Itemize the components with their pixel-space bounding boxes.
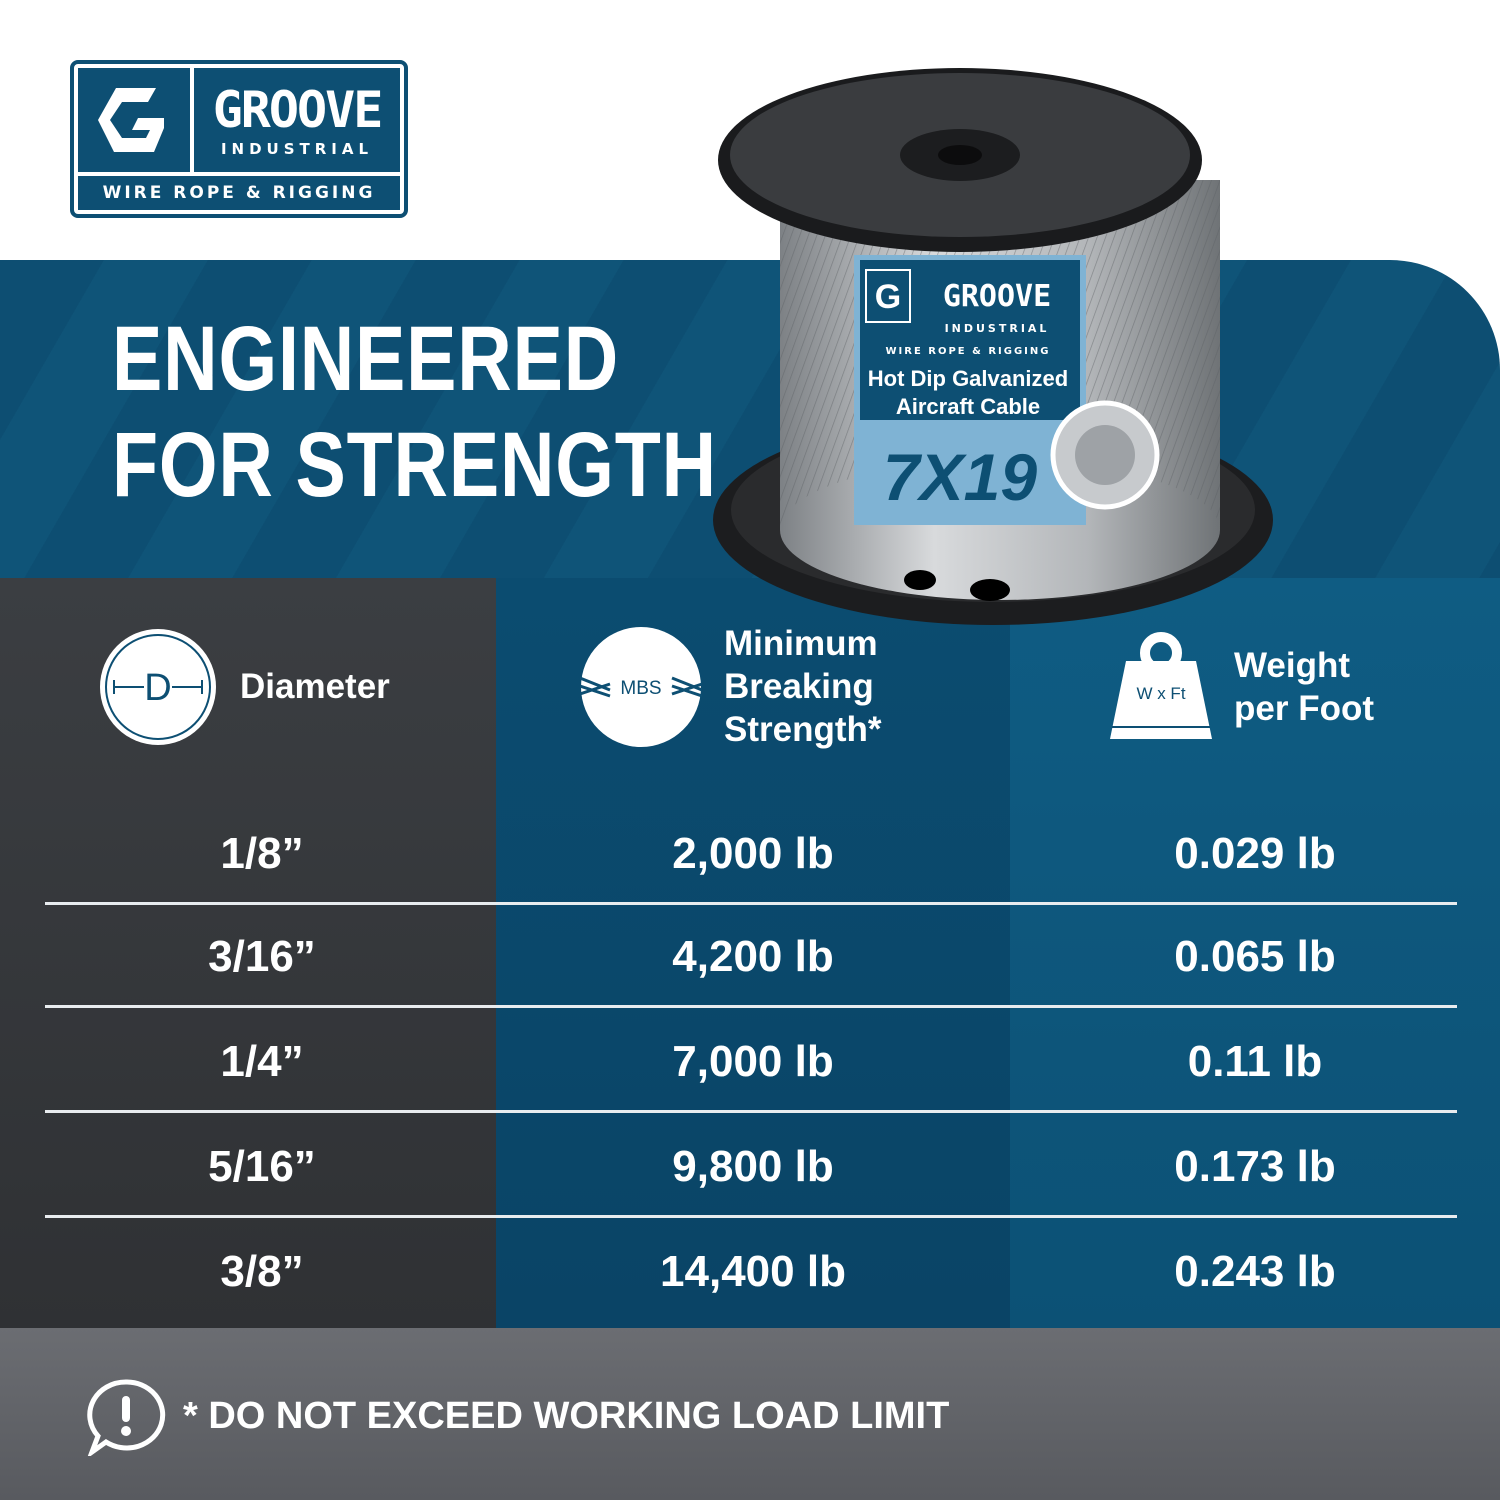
svg-text:D: D: [144, 667, 171, 709]
header-label-weight: Weight per Foot: [1234, 645, 1374, 728]
header-label-mbs: Minimum Breaking Strength*: [724, 624, 882, 749]
header-diameter: D Diameter: [98, 578, 390, 795]
diameter-icon: D: [100, 628, 216, 745]
g-logo-icon: [78, 68, 190, 172]
cell-diameter: 5/16”: [208, 1141, 316, 1191]
cell-weight: 0.11 lb: [1187, 1036, 1323, 1086]
label-line-2: Aircraft Cable: [896, 394, 1040, 419]
label-sub: INDUSTRIAL: [945, 322, 1050, 335]
label-brand: GROOVE: [943, 279, 1051, 314]
cell-diameter: 3/16”: [208, 931, 316, 981]
row-divider: [45, 902, 1457, 905]
table-row: 1/4” 7,000 lb 0.11 lb: [0, 1010, 1500, 1113]
table-row: 3/8” 14,400 lb 0.243 lb: [0, 1220, 1500, 1323]
cell-weight: 0.243 lb: [1174, 1246, 1336, 1296]
header-weight: W x Ft Weight per Foot: [1106, 578, 1374, 795]
svg-text:G: G: [875, 278, 901, 316]
diameter-column: [0, 578, 496, 1328]
label-construction: 7X19: [883, 440, 1037, 514]
cell-weight: 0.029 lb: [1174, 828, 1336, 878]
cell-diameter: 1/8”: [220, 828, 304, 878]
footer-warning: * DO NOT EXCEED WORKING LOAD LIMIT: [183, 1395, 950, 1437]
row-divider: [45, 1005, 1457, 1008]
table-row: 1/8” 2,000 lb 0.029 lb: [0, 802, 1500, 905]
cell-weight: 0.065 lb: [1174, 931, 1336, 981]
table-row: 5/16” 9,800 lb 0.173 lb: [0, 1115, 1500, 1218]
cell-diameter: 3/8”: [220, 1246, 304, 1296]
cell-mbs: 14,400 lb: [660, 1246, 846, 1296]
weight-column: [1010, 578, 1500, 1328]
headline-line-2: FOR STRENGTH: [112, 414, 717, 516]
cell-weight: 0.173 lb: [1174, 1141, 1336, 1191]
weight-icon: W x Ft: [1110, 631, 1212, 739]
alert-icon: [87, 1379, 166, 1456]
logo-brand: GROOVE: [212, 81, 384, 139]
label-line-1: Hot Dip Galvanized: [868, 366, 1068, 391]
table-row: 3/16” 4,200 lb 0.065 lb: [0, 905, 1500, 1008]
cell-mbs: 4,200 lb: [672, 931, 834, 981]
product-label: G GROOVE INDUSTRIAL WIRE ROPE & RIGGING …: [854, 255, 1160, 525]
footer-bar: [0, 1328, 1500, 1500]
cell-mbs: 9,800 lb: [672, 1141, 834, 1191]
row-divider: [45, 1215, 1457, 1218]
cell-diameter: 1/4”: [220, 1036, 304, 1086]
cell-mbs: 2,000 lb: [672, 828, 834, 878]
cell-mbs: 7,000 lb: [672, 1036, 834, 1086]
row-divider: [45, 1110, 1457, 1113]
headline: ENGINEERED FOR STRENGTH: [112, 306, 717, 518]
logo-sub: INDUSTRIAL: [220, 140, 374, 158]
cable-spool-image: G GROOVE INDUSTRIAL WIRE ROPE & RIGGING …: [713, 68, 1273, 625]
svg-text:W x Ft: W x Ft: [1136, 684, 1185, 703]
mbs-icon: MBS: [580, 626, 702, 747]
header-label-diameter: Diameter: [240, 667, 390, 706]
logo-tagline: WIRE ROPE & RIGGING: [78, 176, 400, 210]
brand-logo: GROOVE INDUSTRIAL WIRE ROPE & RIGGING: [70, 60, 408, 218]
svg-text:MBS: MBS: [620, 678, 661, 699]
label-tagline: WIRE ROPE & RIGGING: [886, 346, 1051, 357]
header-mbs: MBS Minimum Breaking Strength*: [580, 578, 882, 795]
headline-line-1: ENGINEERED: [112, 308, 620, 410]
mbs-column: [496, 578, 1010, 1328]
